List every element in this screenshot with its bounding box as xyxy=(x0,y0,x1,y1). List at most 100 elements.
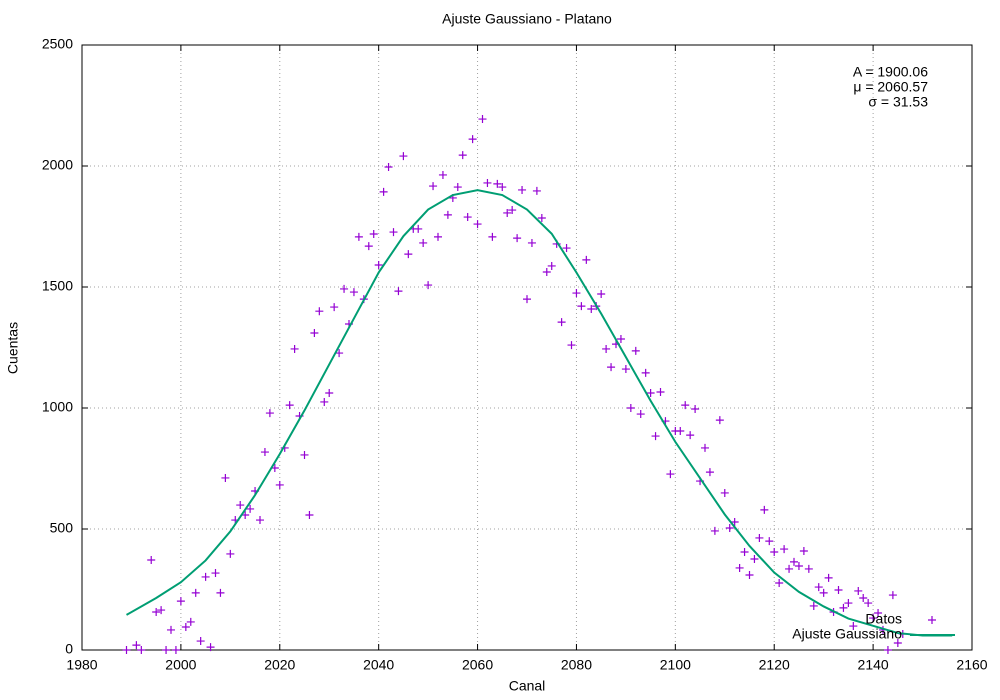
data-point xyxy=(735,563,744,572)
data-point xyxy=(715,416,724,425)
data-point xyxy=(364,242,373,251)
data-point xyxy=(864,599,873,608)
data-point xyxy=(340,284,349,293)
data-point xyxy=(152,608,161,617)
y-axis-label: Cuentas xyxy=(5,322,21,374)
data-point xyxy=(646,388,655,397)
data-point xyxy=(468,135,477,144)
data-point xyxy=(414,224,423,233)
x-tick-label: 2120 xyxy=(759,657,790,673)
data-point xyxy=(804,564,813,573)
data-point xyxy=(196,637,205,646)
data-point xyxy=(794,562,803,571)
data-point xyxy=(755,533,764,542)
annotation: μ = 2060.57 xyxy=(853,79,928,95)
data-point xyxy=(681,401,690,410)
data-point xyxy=(354,232,363,241)
data-point xyxy=(246,504,255,513)
data-point xyxy=(226,549,235,558)
x-tick-label: 2020 xyxy=(264,657,295,673)
data-point xyxy=(523,295,531,304)
data-point xyxy=(315,307,324,316)
data-point xyxy=(730,517,739,526)
y-tick-label: 500 xyxy=(50,520,74,536)
data-point xyxy=(725,524,734,533)
data-point xyxy=(854,586,863,595)
x-tick-label: 2060 xyxy=(462,657,493,673)
data-point xyxy=(557,318,566,327)
data-point xyxy=(369,230,378,239)
data-point xyxy=(824,573,833,582)
annotation: A = 1900.06 xyxy=(853,64,928,80)
data-point xyxy=(760,505,769,514)
data-point xyxy=(720,488,729,497)
plot-border xyxy=(81,44,973,651)
data-point xyxy=(305,510,314,519)
data-point xyxy=(666,470,675,479)
data-point xyxy=(839,603,848,612)
legend-label: Datos xyxy=(865,611,902,627)
data-point xyxy=(656,388,665,397)
data-point xyxy=(325,388,334,397)
data-point xyxy=(463,213,472,222)
data-point xyxy=(320,397,329,406)
data-point xyxy=(883,646,892,654)
data-point xyxy=(285,401,294,410)
data-point xyxy=(607,363,616,372)
x-tick-label: 2000 xyxy=(165,657,196,673)
data-point xyxy=(636,410,645,419)
data-point xyxy=(562,244,571,253)
x-tick-label: 1980 xyxy=(66,657,97,673)
data-point xyxy=(577,302,586,311)
data-point xyxy=(221,473,230,482)
data-point xyxy=(602,344,611,353)
data-point xyxy=(691,404,700,413)
data-point xyxy=(701,443,709,452)
data-point xyxy=(216,588,225,597)
data-point xyxy=(404,250,413,259)
data-point xyxy=(300,450,309,459)
data-point xyxy=(171,646,180,654)
data-point xyxy=(137,646,146,654)
data-point xyxy=(389,228,398,237)
data-point xyxy=(626,404,635,412)
data-point xyxy=(765,537,774,546)
data-point xyxy=(508,206,517,215)
data-point xyxy=(176,597,185,606)
data-point xyxy=(572,289,581,298)
data-point xyxy=(893,638,902,647)
data-point xyxy=(799,547,808,556)
data-point xyxy=(132,641,141,650)
data-point xyxy=(745,570,754,579)
legend-swatch xyxy=(928,616,936,624)
data-point xyxy=(443,210,452,219)
data-point xyxy=(399,152,408,161)
data-point xyxy=(453,183,462,192)
data-point xyxy=(349,288,358,297)
data-point xyxy=(631,346,640,355)
data-point xyxy=(814,583,823,592)
data-point xyxy=(616,335,625,344)
data-point xyxy=(394,287,403,296)
data-point xyxy=(547,261,556,270)
data-point xyxy=(201,572,210,581)
data-point xyxy=(473,220,482,229)
x-tick-label: 2100 xyxy=(660,657,691,673)
annotation: σ = 31.53 xyxy=(868,94,928,110)
data-point xyxy=(705,468,714,477)
data-point xyxy=(888,591,897,600)
data-point xyxy=(290,344,299,353)
data-point xyxy=(379,187,388,196)
data-point xyxy=(260,448,269,457)
data-point xyxy=(532,186,541,195)
data-point xyxy=(498,183,507,192)
data-point xyxy=(641,368,650,377)
data-point xyxy=(167,625,175,634)
data-point xyxy=(587,305,596,314)
data-point xyxy=(374,260,383,269)
fit-line xyxy=(126,189,953,637)
x-tick-label: 2080 xyxy=(561,657,592,673)
data-point xyxy=(206,643,215,652)
data-point xyxy=(503,208,512,217)
